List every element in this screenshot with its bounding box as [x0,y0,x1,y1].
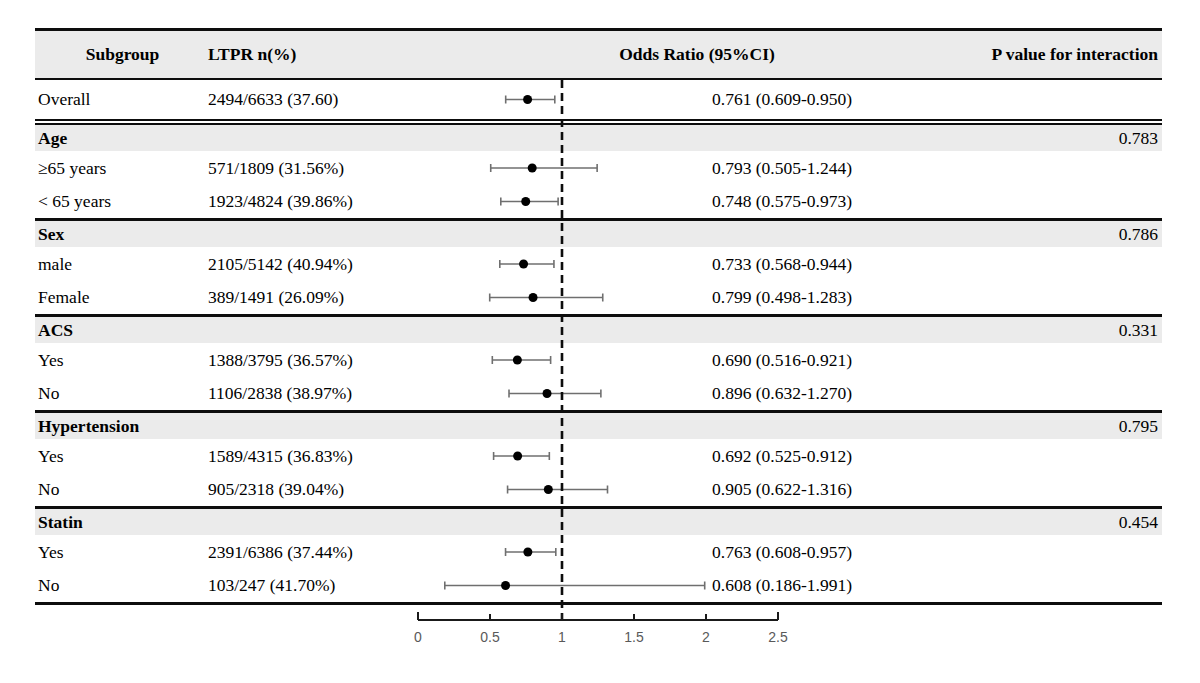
subgroup-label: Hypertension [38,413,139,439]
column-header-p-value: P value for interaction [992,31,1158,78]
ltpr-value: 1589/4315 (36.83%) [208,439,353,473]
ltpr-value: 2494/6633 (37.60) [208,80,338,119]
ltpr-value: 2105/5142 (40.94%) [208,247,353,281]
odds-ratio-value: 0.748 (0.575-0.973) [712,185,852,218]
axis-tick-label: 2 [702,629,710,645]
table-row: Female 389/1491 (26.09%) 0.799 (0.498-1.28… [35,281,1162,314]
subgroup-label: ≥65 years [38,151,106,185]
table-row: Yes 1388/3795 (36.57%) 0.690 (0.516-0.921) [35,343,1162,377]
odds-ratio-value: 0.761 (0.609-0.950) [712,80,852,119]
odds-ratio-value: 0.608 (0.186-1.991) [712,569,852,602]
odds-ratio-value: 0.763 (0.608-0.957) [712,535,852,569]
subgroup-label: Statin [38,509,83,535]
table-row: Overall 2494/6633 (37.60) 0.761 (0.609-0.9… [35,80,1162,119]
ltpr-value: 1106/2838 (38.97%) [208,377,352,410]
odds-ratio-value: 0.905 (0.622-1.316) [712,473,852,506]
subgroup-label: No [38,377,59,410]
table-row: ≥65 years 571/1809 (31.56%) 0.793 (0.505-1… [35,151,1162,185]
subgroup-label: Overall [38,80,90,119]
table-row: male 2105/5142 (40.94%) 0.733 (0.568-0.944… [35,247,1162,281]
column-header-odds-ratio: Odds Ratio (95%CI) [602,31,792,78]
table-row: < 65 years 1923/4824 (39.86%) 0.748 (0.575… [35,185,1162,218]
section-row: ACS 0.331 [35,317,1162,343]
subgroup-label: male [38,247,72,281]
subgroup-label: Yes [38,343,63,377]
ltpr-value: 905/2318 (39.04%) [208,473,344,506]
p-value-interaction: 0.795 [1119,413,1158,439]
axis-tick-label: 1 [558,629,566,645]
subgroup-label: < 65 years [38,185,111,218]
ltpr-value: 103/247 (41.70%) [208,569,335,602]
subgroup-label: Age [38,125,67,151]
ltpr-value: 571/1809 (31.56%) [208,151,344,185]
table-row: Yes 1589/4315 (36.83%) 0.692 (0.525-0.912) [35,439,1162,473]
axis-tick-label: 0 [414,629,422,645]
ltpr-value: 1388/3795 (36.57%) [208,343,353,377]
odds-ratio-value: 0.692 (0.525-0.912) [712,439,852,473]
p-value-interaction: 0.786 [1119,221,1158,247]
table-bottom-border [35,602,1162,605]
table-row: Yes 2391/6386 (37.44%) 0.763 (0.608-0.957) [35,535,1162,569]
odds-ratio-value: 0.799 (0.498-1.283) [712,281,852,314]
subgroup-label: No [38,569,59,602]
p-value-interaction: 0.454 [1119,509,1158,535]
section-row: Hypertension 0.795 [35,413,1162,439]
p-value-interaction: 0.331 [1119,317,1158,343]
axis-tick-label: 1.5 [624,629,644,645]
subgroup-label: Female [38,281,90,314]
odds-ratio-value: 0.793 (0.505-1.244) [712,151,852,185]
subgroup-label: No [38,473,59,506]
axis-tick-label: 2.5 [768,629,788,645]
subgroup-label: Yes [38,439,63,473]
section-row: Statin 0.454 [35,509,1162,535]
table-row: No 103/247 (41.70%) 0.608 (0.186-1.991) [35,569,1162,602]
table-row: No 905/2318 (39.04%) 0.905 (0.622-1.316) [35,473,1162,506]
section-row: Age 0.783 [35,125,1162,151]
p-value-interaction: 0.783 [1119,125,1158,151]
ltpr-value: 389/1491 (26.09%) [208,281,344,314]
forest-plot-figure: Subgroup LTPR n(%) Odds Ratio (95%CI) P … [0,0,1200,683]
ltpr-value: 2391/6386 (37.44%) [208,535,353,569]
column-header-subgroup: Subgroup [35,31,210,78]
column-header-ltpr: LTPR n(%) [208,31,296,78]
subgroup-label: Sex [38,221,64,247]
table-row: No 1106/2838 (38.97%) 0.896 (0.632-1.270) [35,377,1162,410]
odds-ratio-value: 0.896 (0.632-1.270) [712,377,852,410]
subgroup-label: ACS [38,317,73,343]
subgroup-label: Yes [38,535,63,569]
odds-ratio-value: 0.733 (0.568-0.944) [712,247,852,281]
column-header-row: Subgroup LTPR n(%) Odds Ratio (95%CI) P … [35,31,1162,78]
section-divider [35,119,1162,121]
axis-tick-label: 0.5 [480,629,500,645]
odds-ratio-value: 0.690 (0.516-0.921) [712,343,852,377]
ltpr-value: 1923/4824 (39.86%) [208,185,353,218]
section-row: Sex 0.786 [35,221,1162,247]
